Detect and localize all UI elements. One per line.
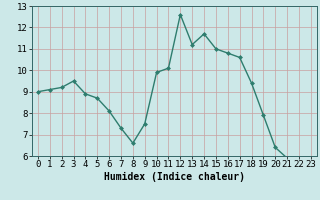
X-axis label: Humidex (Indice chaleur): Humidex (Indice chaleur) (104, 172, 245, 182)
